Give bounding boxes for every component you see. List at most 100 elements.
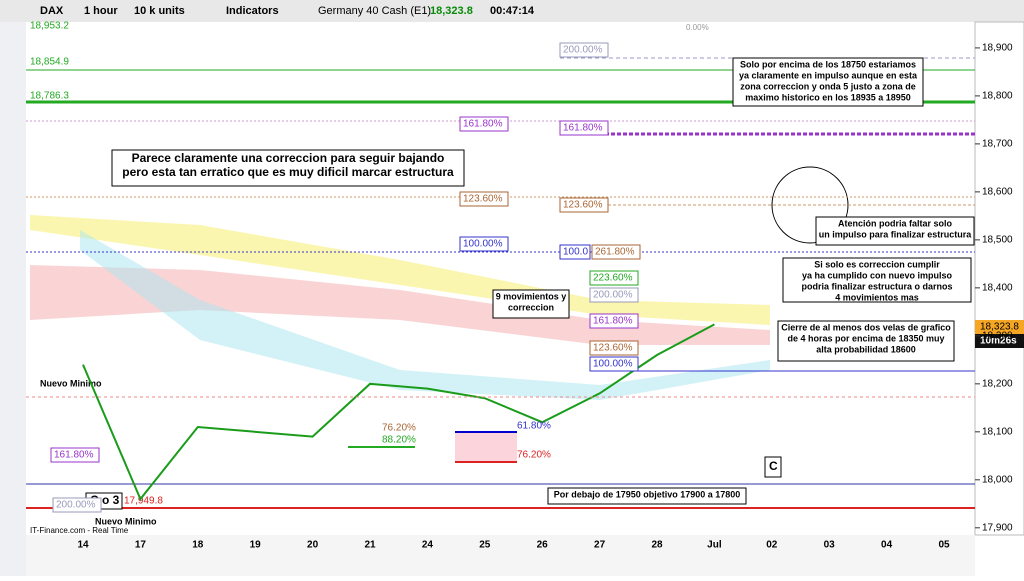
top-pct: 0.00%: [686, 23, 709, 32]
note-line: maximo historico en los 18935 a 18950: [745, 92, 911, 102]
mark-label: 17,949.8: [124, 496, 163, 507]
fib-label: 123.60%: [563, 200, 603, 211]
fib-label: 161.80%: [563, 123, 603, 134]
units[interactable]: 10 k units: [134, 5, 185, 17]
note-line: alta probabilidad 18600: [816, 344, 916, 354]
fib-box: [559, 244, 591, 260]
fib-label: 123.60%: [463, 194, 503, 205]
fib-box: [459, 191, 509, 207]
note-box: [547, 487, 747, 505]
fib-label: 161.80%: [54, 450, 94, 461]
fib-box: [50, 447, 100, 463]
y-tick-label: 18,600: [982, 187, 1013, 198]
fib-box: [559, 42, 609, 58]
level-label: 18,786.3: [30, 91, 69, 102]
note-line: Si solo es correccion cumplir: [814, 259, 940, 269]
y-tick-label: 18,900: [982, 43, 1013, 54]
fib-label: 223.60%: [593, 273, 633, 284]
x-tick-label: 25: [479, 540, 491, 551]
fib-box: [559, 120, 609, 136]
y-tick-label: 18,300: [982, 330, 1013, 341]
toolbar: [0, 0, 1024, 22]
fib-label: 76.20%: [517, 450, 551, 461]
fib-box: [591, 244, 641, 260]
countdown: 10m26s: [980, 336, 1017, 347]
note-line: de 4 horas por encima de 18350 muy: [787, 333, 944, 343]
note-line: ya ha cumplido con nuevo impulso: [802, 270, 953, 280]
fib-box: [459, 236, 509, 252]
x-tick-label: 19: [250, 540, 262, 551]
fib-box: [459, 116, 509, 132]
note-line: zona correccion y onda 5 justo a zona de: [740, 81, 916, 91]
note-line: podria finalizar estructura o darnos: [801, 281, 952, 291]
band: [80, 230, 770, 400]
y-tick-label: 18,400: [982, 282, 1013, 293]
note-box: [782, 257, 972, 303]
x-tick-label: 14: [77, 540, 89, 551]
fib-box: [589, 356, 639, 372]
x-tick-label: 02: [766, 540, 778, 551]
x-tick-label: 03: [824, 540, 836, 551]
note-line: Atención podria faltar solo: [838, 218, 953, 228]
y-tick-label: 18,700: [982, 139, 1013, 150]
instrument-name: Germany 40 Cash (E1): [318, 5, 431, 17]
fib-label: 200.00%: [56, 500, 96, 511]
note-line: Por debajo de 17950 objetivo 17900 a 178…: [554, 489, 741, 499]
price-tag-label: 18,323.8: [980, 322, 1019, 333]
fib-label: 161.80%: [593, 316, 633, 327]
price-tag: [975, 320, 1024, 334]
tool-strip: [0, 22, 26, 576]
x-tick-label: 20: [307, 540, 319, 551]
x-tick-label: 26: [537, 540, 549, 551]
mark-label: Nuevo Minimo: [40, 378, 102, 388]
x-tick-label: 17: [135, 540, 147, 551]
timeframe[interactable]: 1 hour: [84, 5, 118, 17]
note-box: [777, 320, 955, 362]
fib-label: 100.00%: [593, 359, 633, 370]
x-tick-label: 18: [192, 540, 204, 551]
price-axis: [974, 21, 1024, 536]
band: [30, 215, 770, 325]
y-tick-label: 18,200: [982, 378, 1013, 389]
band: [30, 265, 770, 345]
fib-label: 100.00%: [463, 239, 503, 250]
y-tick-label: 18,000: [982, 474, 1013, 485]
last-price: 18,323.8: [430, 5, 473, 17]
fib-label: 261.80%: [595, 247, 635, 258]
level-label: 18,953.2: [30, 21, 69, 32]
fib-box: [589, 313, 639, 329]
y-tick-label: 17,900: [982, 522, 1013, 533]
fib-label: 76.20%: [382, 423, 416, 434]
x-tick-label: 05: [938, 540, 950, 551]
fib-label: 61.80%: [517, 421, 551, 432]
fib-label: 88.20%: [382, 435, 416, 446]
fib-label: 161.80%: [463, 119, 503, 130]
indicators[interactable]: Indicators: [226, 5, 279, 17]
x-tick-label: Jul: [707, 540, 722, 551]
level-label: 18,854.9: [30, 57, 69, 68]
fib-box: [559, 197, 609, 213]
fib-box: [52, 497, 102, 513]
mark-label: Nuevo Minimo: [95, 516, 157, 526]
y-tick-label: 18,500: [982, 235, 1013, 246]
fib-box: [589, 287, 639, 303]
price-line: [82, 323, 715, 501]
source: IT-Finance.com - Real Time: [30, 526, 129, 535]
x-tick-label: 24: [422, 540, 434, 551]
x-tick-label: 28: [651, 540, 663, 551]
fib-label: 100.0: [563, 247, 588, 258]
fib-label: 123.60%: [593, 343, 633, 354]
zone: [455, 432, 517, 462]
y-tick-label: 18,800: [982, 91, 1013, 102]
note-line: un impulso para finalizar estructura: [819, 229, 973, 239]
note-line: 9 movimientos y: [496, 291, 567, 301]
fib-label: 200.00%: [593, 290, 633, 301]
note-line: correccion: [508, 302, 554, 312]
instrument[interactable]: DAX: [40, 5, 64, 17]
x-tick-label: 04: [881, 540, 893, 551]
note-box: [815, 216, 975, 246]
note-line: Cierre de al menos dos velas de grafico: [781, 322, 951, 332]
note-line: pero esta tan erratico que es muy difici…: [122, 165, 454, 179]
x-tick-label: 27: [594, 540, 606, 551]
